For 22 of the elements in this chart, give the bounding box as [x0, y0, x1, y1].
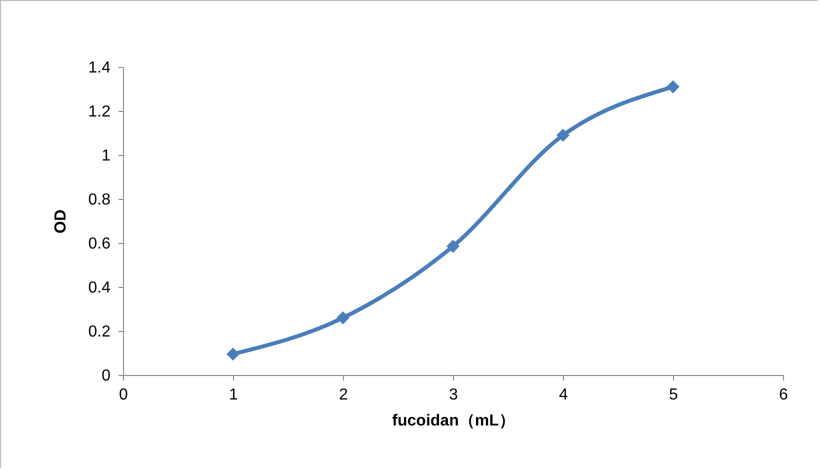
point [446, 240, 460, 253]
x-tick-label: 6 [779, 386, 788, 404]
y-axis-title: OD [52, 210, 70, 234]
point [226, 348, 240, 361]
x-axis-title: fucoidan（mL） [392, 412, 515, 430]
x-tick-label: 4 [559, 386, 568, 404]
y-tick-label: 0.8 [88, 192, 111, 208]
x-tick-label: 3 [449, 386, 458, 404]
x-tick-label: 5 [669, 386, 678, 404]
y-tick-label: 1 [102, 148, 111, 164]
point [336, 311, 350, 324]
y-tick-label: 1.4 [88, 60, 111, 76]
x-tick-label: 1 [229, 386, 238, 404]
y-tick-label: 1.2 [88, 104, 111, 120]
point [556, 128, 570, 142]
point [666, 80, 680, 94]
y-tick-label: 0.2 [88, 324, 111, 340]
x-tick-label: 0 [119, 386, 128, 404]
y-tick-label: 0.6 [88, 236, 111, 252]
x-tick-label: 2 [339, 386, 348, 404]
y-tick-label: 0 [102, 368, 111, 384]
y-tick-label: 0.4 [88, 280, 111, 296]
